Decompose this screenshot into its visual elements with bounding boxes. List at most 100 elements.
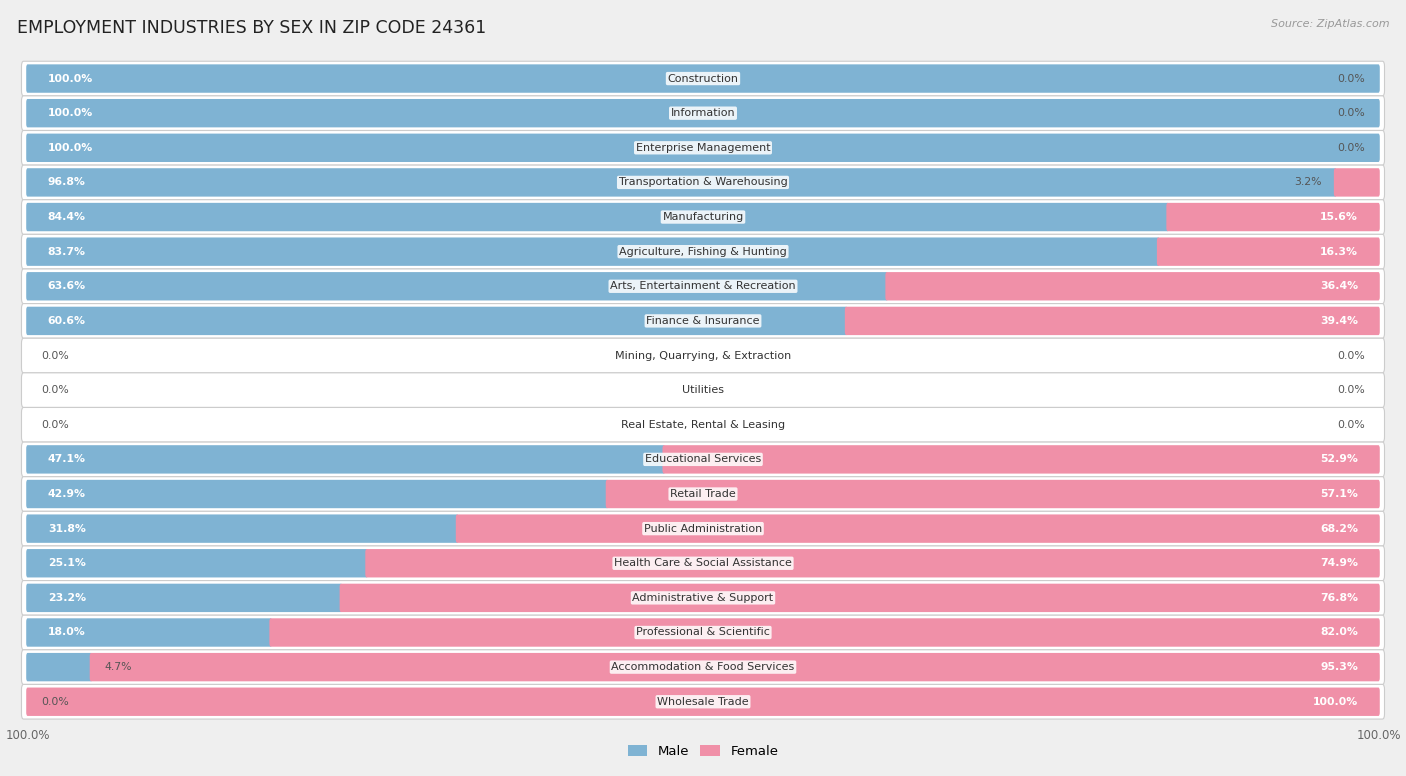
FancyBboxPatch shape xyxy=(21,269,1385,303)
FancyBboxPatch shape xyxy=(1157,237,1379,266)
FancyBboxPatch shape xyxy=(27,133,1379,162)
FancyBboxPatch shape xyxy=(27,480,609,508)
FancyBboxPatch shape xyxy=(21,165,1385,199)
FancyBboxPatch shape xyxy=(1167,203,1379,231)
FancyBboxPatch shape xyxy=(27,514,458,543)
FancyBboxPatch shape xyxy=(21,511,1385,546)
FancyBboxPatch shape xyxy=(27,445,665,473)
FancyBboxPatch shape xyxy=(27,307,848,335)
Text: Accommodation & Food Services: Accommodation & Food Services xyxy=(612,662,794,672)
Text: Source: ZipAtlas.com: Source: ZipAtlas.com xyxy=(1271,19,1389,29)
FancyBboxPatch shape xyxy=(21,303,1385,338)
Text: Educational Services: Educational Services xyxy=(645,455,761,464)
Text: 74.9%: 74.9% xyxy=(1320,558,1358,568)
Text: 100.0%: 100.0% xyxy=(1357,729,1400,742)
FancyBboxPatch shape xyxy=(21,580,1385,615)
FancyBboxPatch shape xyxy=(27,618,273,646)
Text: 83.7%: 83.7% xyxy=(48,247,86,257)
FancyBboxPatch shape xyxy=(27,272,889,300)
Text: Information: Information xyxy=(671,108,735,118)
FancyBboxPatch shape xyxy=(27,653,93,681)
Text: 0.0%: 0.0% xyxy=(1337,108,1365,118)
Text: 0.0%: 0.0% xyxy=(1337,351,1365,361)
Text: 16.3%: 16.3% xyxy=(1320,247,1358,257)
FancyBboxPatch shape xyxy=(21,615,1385,650)
Text: Manufacturing: Manufacturing xyxy=(662,212,744,222)
Text: 0.0%: 0.0% xyxy=(1337,74,1365,84)
Text: 15.6%: 15.6% xyxy=(1320,212,1358,222)
Text: EMPLOYMENT INDUSTRIES BY SEX IN ZIP CODE 24361: EMPLOYMENT INDUSTRIES BY SEX IN ZIP CODE… xyxy=(17,19,486,37)
Text: 52.9%: 52.9% xyxy=(1320,455,1358,464)
Text: 100.0%: 100.0% xyxy=(1313,697,1358,707)
Text: 76.8%: 76.8% xyxy=(1320,593,1358,603)
FancyBboxPatch shape xyxy=(270,618,1379,646)
Text: 100.0%: 100.0% xyxy=(48,74,93,84)
Text: Professional & Scientific: Professional & Scientific xyxy=(636,628,770,638)
FancyBboxPatch shape xyxy=(340,584,1379,612)
Text: 0.0%: 0.0% xyxy=(41,351,69,361)
Text: 47.1%: 47.1% xyxy=(48,455,86,464)
Text: 100.0%: 100.0% xyxy=(48,143,93,153)
Text: 0.0%: 0.0% xyxy=(41,420,69,430)
Text: 25.1%: 25.1% xyxy=(48,558,86,568)
Text: Retail Trade: Retail Trade xyxy=(671,489,735,499)
FancyBboxPatch shape xyxy=(90,653,1379,681)
FancyBboxPatch shape xyxy=(845,307,1379,335)
Text: 95.3%: 95.3% xyxy=(1320,662,1358,672)
FancyBboxPatch shape xyxy=(21,130,1385,165)
FancyBboxPatch shape xyxy=(21,407,1385,442)
Text: 0.0%: 0.0% xyxy=(1337,143,1365,153)
Text: Administrative & Support: Administrative & Support xyxy=(633,593,773,603)
Text: Real Estate, Rental & Leasing: Real Estate, Rental & Leasing xyxy=(621,420,785,430)
Text: Agriculture, Fishing & Hunting: Agriculture, Fishing & Hunting xyxy=(619,247,787,257)
Text: Transportation & Warehousing: Transportation & Warehousing xyxy=(619,178,787,188)
Text: 39.4%: 39.4% xyxy=(1320,316,1358,326)
FancyBboxPatch shape xyxy=(27,203,1168,231)
FancyBboxPatch shape xyxy=(21,650,1385,684)
FancyBboxPatch shape xyxy=(27,688,1379,716)
Text: 82.0%: 82.0% xyxy=(1320,628,1358,638)
FancyBboxPatch shape xyxy=(27,168,1337,196)
Text: Finance & Insurance: Finance & Insurance xyxy=(647,316,759,326)
Text: 42.9%: 42.9% xyxy=(48,489,86,499)
FancyBboxPatch shape xyxy=(886,272,1379,300)
Text: 0.0%: 0.0% xyxy=(1337,385,1365,395)
Text: 4.7%: 4.7% xyxy=(104,662,132,672)
FancyBboxPatch shape xyxy=(662,445,1379,473)
FancyBboxPatch shape xyxy=(27,237,1160,266)
FancyBboxPatch shape xyxy=(27,584,342,612)
Text: 63.6%: 63.6% xyxy=(48,281,86,291)
FancyBboxPatch shape xyxy=(21,199,1385,234)
Text: 0.0%: 0.0% xyxy=(41,697,69,707)
FancyBboxPatch shape xyxy=(27,64,1379,93)
FancyBboxPatch shape xyxy=(21,96,1385,130)
Text: 18.0%: 18.0% xyxy=(48,628,86,638)
Text: 84.4%: 84.4% xyxy=(48,212,86,222)
Text: 0.0%: 0.0% xyxy=(1337,420,1365,430)
Text: Enterprise Management: Enterprise Management xyxy=(636,143,770,153)
FancyBboxPatch shape xyxy=(27,99,1379,127)
FancyBboxPatch shape xyxy=(21,476,1385,511)
FancyBboxPatch shape xyxy=(21,684,1385,719)
Text: 60.6%: 60.6% xyxy=(48,316,86,326)
FancyBboxPatch shape xyxy=(21,61,1385,96)
Text: 0.0%: 0.0% xyxy=(41,385,69,395)
FancyBboxPatch shape xyxy=(456,514,1379,543)
FancyBboxPatch shape xyxy=(21,442,1385,476)
Text: Mining, Quarrying, & Extraction: Mining, Quarrying, & Extraction xyxy=(614,351,792,361)
FancyBboxPatch shape xyxy=(606,480,1379,508)
FancyBboxPatch shape xyxy=(1334,168,1379,196)
Text: 100.0%: 100.0% xyxy=(48,108,93,118)
Text: 96.8%: 96.8% xyxy=(48,178,86,188)
Text: 3.2%: 3.2% xyxy=(1294,178,1322,188)
Text: 36.4%: 36.4% xyxy=(1320,281,1358,291)
FancyBboxPatch shape xyxy=(21,546,1385,580)
Text: Construction: Construction xyxy=(668,74,738,84)
FancyBboxPatch shape xyxy=(27,549,368,577)
FancyBboxPatch shape xyxy=(21,372,1385,407)
Text: 100.0%: 100.0% xyxy=(6,729,49,742)
Text: Public Administration: Public Administration xyxy=(644,524,762,534)
Text: Arts, Entertainment & Recreation: Arts, Entertainment & Recreation xyxy=(610,281,796,291)
Text: Utilities: Utilities xyxy=(682,385,724,395)
Text: Health Care & Social Assistance: Health Care & Social Assistance xyxy=(614,558,792,568)
